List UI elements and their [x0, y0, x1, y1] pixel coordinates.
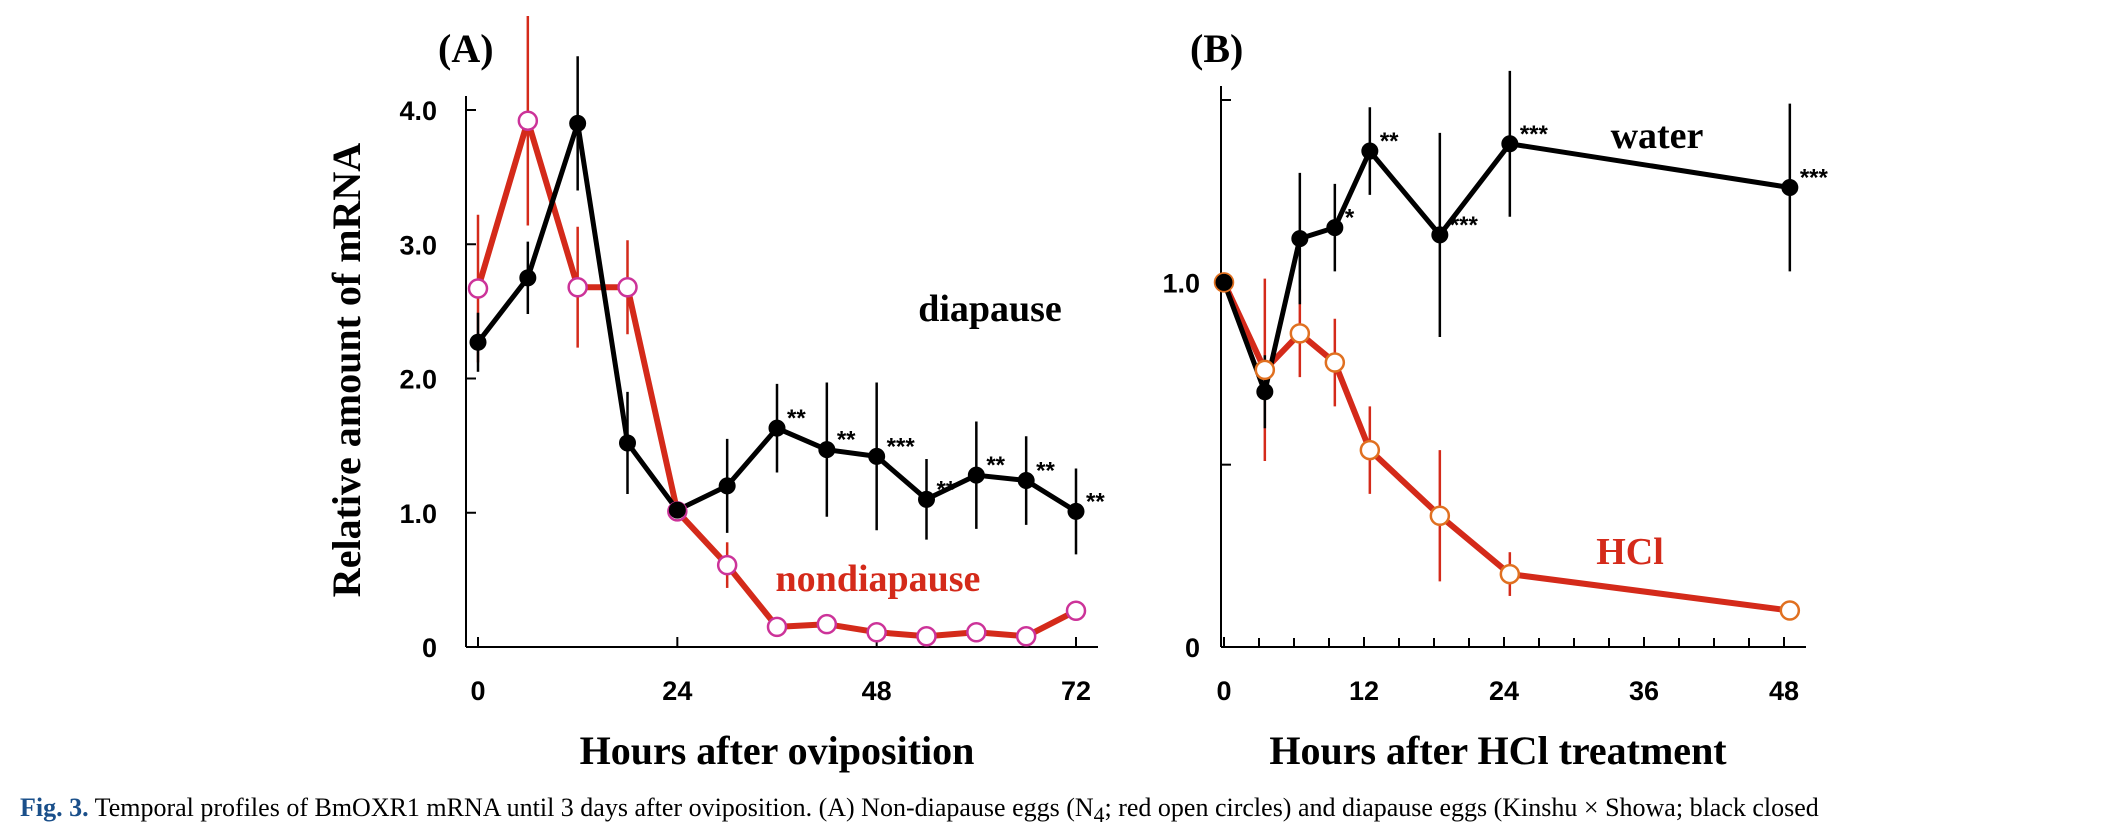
data-point-diapause: [718, 477, 736, 495]
x-tick-label: 24: [1489, 676, 1519, 706]
significance-label: **: [1086, 488, 1105, 515]
x-tick-label: 0: [470, 676, 485, 706]
data-point-hcl: [1779, 600, 1801, 621]
data-point-nondiapause: [617, 276, 638, 298]
significance-label: ***: [887, 433, 916, 460]
x-tick-label: 72: [1061, 676, 1091, 706]
series-label-nondiapause: nondiapause: [776, 558, 981, 600]
x-tick-label: 12: [1349, 676, 1379, 706]
data-point-hcl: [1254, 359, 1276, 381]
significance-label: **: [1036, 458, 1055, 485]
data-point-water: [1501, 135, 1519, 153]
data-point-nondiapause: [766, 616, 788, 638]
caption-text-continued: ; red open circles) and diapause eggs (K…: [1104, 793, 1819, 822]
data-point-water: [1326, 219, 1344, 237]
series-label-water: water: [1611, 115, 1704, 157]
panel-a-plot-area: 01.02.03.04.00 24 48 72**** ******* ****: [399, 16, 1105, 706]
data-point-water: [1256, 383, 1274, 401]
data-point-nondiapause: [1015, 626, 1037, 647]
data-point-diapause: [1017, 472, 1035, 490]
data-point-hcl: [1359, 439, 1381, 461]
series-line-water: [1221, 141, 1791, 395]
panel-a-label: (A): [438, 26, 494, 71]
significance-label: **: [1380, 128, 1399, 155]
data-point-nondiapause: [517, 110, 539, 131]
y-tick-label: 3.0: [399, 230, 437, 260]
data-point-nondiapause: [716, 554, 738, 576]
data-point-diapause: [668, 501, 686, 519]
data-point-hcl: [1429, 505, 1451, 526]
panel-b-x-axis-title: Hours after HCl treatment: [1269, 728, 1727, 773]
series-label-hcl: HCl: [1596, 531, 1664, 573]
caption-subscript: 4: [1093, 803, 1105, 828]
significance-label: ***: [1450, 212, 1479, 239]
y-tick-label: 1.0: [1162, 268, 1200, 298]
caption-text: Temporal profiles of BmOXR1 mRNA until 3…: [88, 793, 1094, 822]
data-point-nondiapause: [567, 276, 588, 298]
data-point-diapause: [967, 466, 985, 484]
x-tick-label: 24: [662, 676, 692, 706]
x-tick-label: 36: [1629, 676, 1659, 706]
significance-label: *: [1345, 205, 1355, 232]
x-tick-label: 0: [1216, 676, 1231, 706]
x-tick-label: 48: [1769, 676, 1799, 706]
data-point-hcl: [1324, 352, 1346, 373]
x-tick-label: 48: [862, 676, 892, 706]
data-point-hcl: [1499, 563, 1521, 585]
panel-a-x-axis-title: Hours after oviposition: [580, 728, 975, 773]
data-point-diapause: [918, 490, 935, 508]
data-point-water: [1361, 142, 1379, 160]
panel-b-plot-area: 01.00 12 24 36 48************: [1162, 70, 1829, 706]
significance-label: ***: [1800, 165, 1829, 192]
data-point-diapause: [619, 434, 636, 452]
y-tick-label: 4.0: [399, 96, 437, 126]
significance-label: **: [986, 452, 1005, 479]
caption-figure-number: Fig. 3.: [20, 793, 89, 822]
data-point-water: [1215, 273, 1233, 291]
data-point-diapause: [519, 269, 537, 287]
figure-caption: Fig. 3. Temporal profiles of BmOXR1 mRNA…: [20, 793, 2120, 828]
data-point-nondiapause: [816, 613, 838, 635]
y-tick-label: 2.0: [399, 365, 437, 395]
data-point-nondiapause: [1065, 600, 1087, 622]
data-point-diapause: [868, 447, 886, 465]
series-label-diapause: diapause: [918, 288, 1062, 330]
panel-a-y-axis-title: Relative amount of mRNA: [324, 143, 369, 597]
data-point-water: [1781, 179, 1799, 197]
data-point-water: [1291, 230, 1309, 248]
y-tick-label: 0: [422, 633, 437, 663]
panel-a: (A) Relative amount of mRNA Hours after …: [324, 16, 1105, 773]
y-tick-label: 1.0: [399, 499, 437, 529]
significance-label: ***: [1520, 121, 1549, 148]
data-point-diapause: [1067, 502, 1085, 520]
data-point-diapause: [818, 441, 836, 459]
data-point-hcl: [1289, 323, 1311, 344]
significance-label: **: [787, 405, 806, 432]
significance-label: **: [937, 476, 956, 503]
data-point-nondiapause: [866, 621, 887, 643]
y-tick-label: 0: [1185, 633, 1200, 663]
chart-svg: (A) Relative amount of mRNA Hours after …: [324, 16, 1829, 773]
data-point-nondiapause: [467, 278, 489, 299]
data-point-diapause: [569, 114, 587, 132]
significance-label: **: [837, 427, 856, 454]
data-point-diapause: [768, 419, 786, 437]
panel-b: (B) Hours after HCl treatment water HCl …: [1162, 26, 1828, 773]
data-point-nondiapause: [916, 626, 937, 647]
data-point-diapause: [469, 333, 487, 351]
data-point-nondiapause: [966, 621, 987, 643]
data-point-water: [1431, 226, 1449, 244]
panel-b-label: (B): [1190, 26, 1243, 71]
